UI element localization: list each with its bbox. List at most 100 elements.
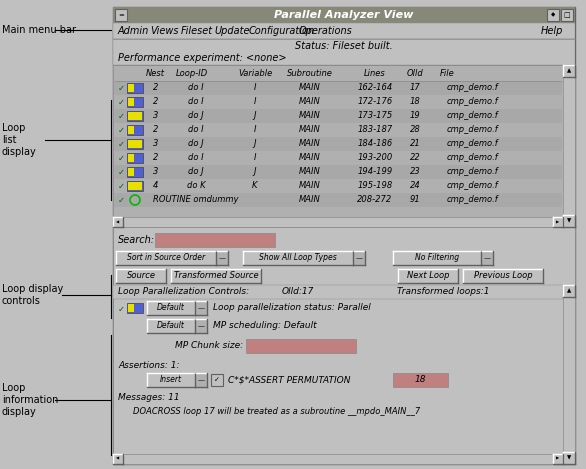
Text: MP Chunk size:: MP Chunk size: [175, 341, 243, 350]
Text: 28: 28 [410, 126, 420, 135]
Text: Loop parallelization status: Parallel: Loop parallelization status: Parallel [213, 303, 371, 312]
Text: C*$*ASSERT PERMUTATION: C*$*ASSERT PERMUTATION [228, 376, 350, 385]
Text: ◀: ◀ [117, 220, 120, 224]
Bar [195, 319, 207, 333]
Bar [116, 269, 166, 283]
Bar [134, 98, 142, 106]
Text: 195-198: 195-198 [357, 182, 393, 190]
Text: do J: do J [188, 167, 204, 176]
Text: do J: do J [188, 139, 204, 149]
Text: —: — [483, 255, 490, 261]
Text: I: I [254, 153, 256, 162]
Text: ✓: ✓ [118, 167, 124, 176]
Bar [113, 454, 563, 464]
Text: 2: 2 [154, 83, 159, 92]
Text: do I: do I [188, 83, 204, 92]
Bar [134, 168, 142, 176]
Text: MAIN: MAIN [299, 182, 321, 190]
Bar [171, 269, 261, 283]
Bar [216, 251, 228, 265]
Text: ✓: ✓ [118, 126, 124, 135]
Text: ▲: ▲ [567, 288, 571, 294]
Text: Search:: Search: [118, 235, 155, 245]
Bar [127, 83, 143, 93]
Text: ✓: ✓ [118, 182, 124, 190]
Bar [128, 112, 142, 120]
Bar [113, 285, 575, 464]
Text: Olld:17: Olld:17 [282, 287, 314, 296]
Bar [113, 7, 575, 464]
Text: Messages: 11: Messages: 11 [118, 393, 180, 402]
Text: Configuration: Configuration [249, 26, 315, 36]
Text: MAIN: MAIN [299, 153, 321, 162]
Text: Default: Default [157, 303, 185, 312]
Bar [116, 251, 216, 265]
Text: Admin: Admin [118, 26, 149, 36]
Text: MP scheduling: Default: MP scheduling: Default [213, 322, 316, 331]
Bar [563, 215, 575, 227]
Text: do I: do I [188, 153, 204, 162]
Text: 2: 2 [154, 98, 159, 106]
Text: MAIN: MAIN [299, 139, 321, 149]
Text: cmp_demo.f: cmp_demo.f [447, 167, 499, 176]
Text: 17: 17 [410, 83, 420, 92]
Text: 172-176: 172-176 [357, 98, 393, 106]
Bar [127, 181, 143, 191]
Text: 193-200: 193-200 [357, 153, 393, 162]
Text: Sort in Source Order: Sort in Source Order [127, 254, 205, 263]
Bar [547, 9, 559, 21]
Bar [128, 154, 134, 162]
Bar [398, 269, 458, 283]
Bar [113, 23, 575, 39]
Text: 2: 2 [154, 153, 159, 162]
Text: Transformed loops:1: Transformed loops:1 [397, 287, 489, 296]
Bar [563, 65, 575, 227]
Bar [127, 167, 143, 177]
Bar [127, 97, 143, 107]
Text: MAIN: MAIN [299, 196, 321, 204]
Bar [113, 39, 575, 65]
Text: Update: Update [214, 26, 250, 36]
Text: MAIN: MAIN [299, 167, 321, 176]
Text: =: = [118, 12, 124, 18]
Text: Loop
information
display: Loop information display [2, 383, 59, 416]
Text: cmp_demo.f: cmp_demo.f [447, 112, 499, 121]
Text: 2: 2 [154, 126, 159, 135]
Bar [243, 251, 353, 265]
Bar [114, 95, 562, 109]
Text: 3: 3 [154, 112, 159, 121]
Bar [134, 304, 142, 312]
Bar [114, 109, 562, 123]
Text: Default: Default [157, 322, 185, 331]
Bar [113, 217, 123, 227]
Text: ◆: ◆ [551, 13, 555, 17]
Bar [114, 81, 562, 95]
Bar [134, 84, 142, 92]
Text: Main menu bar: Main menu bar [2, 25, 76, 35]
Text: Performance experiment: <none>: Performance experiment: <none> [118, 53, 287, 63]
Text: ▼: ▼ [567, 219, 571, 224]
Text: ✓: ✓ [214, 377, 220, 383]
Text: do I: do I [188, 98, 204, 106]
Text: 208-272: 208-272 [357, 196, 393, 204]
Bar [563, 285, 575, 297]
Text: Fileset: Fileset [181, 26, 213, 36]
Bar [246, 339, 356, 353]
Text: —: — [219, 255, 226, 261]
Bar [127, 153, 143, 163]
Text: 162-164: 162-164 [357, 83, 393, 92]
Text: ▶: ▶ [557, 220, 560, 224]
Bar [155, 233, 275, 247]
Text: do I: do I [188, 126, 204, 135]
Bar [113, 217, 563, 227]
Bar [393, 373, 448, 387]
Text: 183-187: 183-187 [357, 126, 393, 135]
Bar [128, 98, 134, 106]
Text: Loop-ID: Loop-ID [176, 69, 208, 78]
Text: 4: 4 [154, 182, 159, 190]
Bar [147, 301, 195, 315]
Text: 3: 3 [154, 139, 159, 149]
Bar [353, 251, 365, 265]
Text: cmp_demo.f: cmp_demo.f [447, 126, 499, 135]
Text: —: — [356, 255, 363, 261]
